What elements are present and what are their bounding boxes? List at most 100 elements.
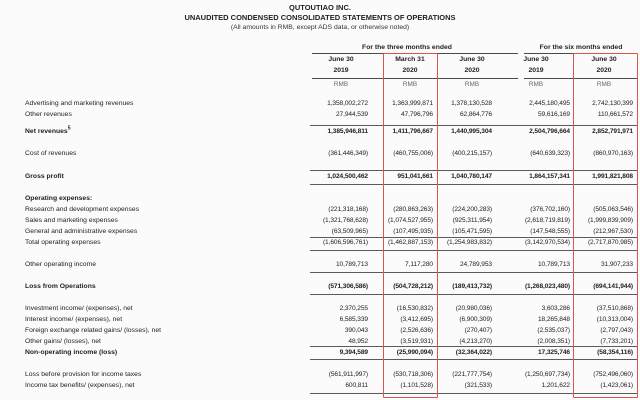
cell-value: 1,378,130,528: [451, 100, 492, 107]
cell-value: (1,606,596,761): [322, 239, 368, 246]
cell-value: (270,407): [464, 327, 492, 334]
cell-value: (376,702,160): [530, 206, 570, 213]
cell-value: 9,394,589: [339, 349, 369, 356]
cell-value: 2,445,180,495: [529, 100, 570, 107]
cell-value: 1,363,999,871: [392, 100, 433, 107]
cell-value: 1,411,796,667: [392, 128, 433, 135]
cell-value: (20,980,036): [455, 305, 492, 312]
cell-value: (1,462,887,153): [387, 239, 433, 246]
cell-value: (3,412,695): [400, 316, 433, 323]
cell-value: 1,440,995,304: [451, 128, 492, 135]
total-rule-6: [310, 294, 638, 295]
table-row: Net revenues5 1,385,946,811 1,411,796,667 1…: [0, 125, 640, 137]
cell-value: (505,063,546): [593, 206, 633, 213]
statement-title: UNAUDITED CONDENSED CONSOLIDATED STATEME…: [184, 13, 456, 22]
row-label: Loss from Operations: [25, 283, 96, 290]
cell-value: (3,142,970,534): [524, 239, 570, 246]
table-row: Loss before provision for income taxes (5…: [0, 371, 640, 380]
cell-value: 24,789,953: [459, 261, 492, 268]
company-name: QUTOUTIAO INC.: [289, 3, 351, 12]
row-label: Other revenues: [25, 111, 72, 118]
total-rule-4: [310, 250, 638, 251]
cell-value: (4,213,270): [459, 338, 492, 345]
cell-value: (221,777,754): [452, 371, 492, 378]
cell-value: 2,852,791,971: [592, 128, 633, 135]
cell-value: (212,967,530): [593, 228, 633, 235]
cell-value: (640,639,323): [530, 150, 570, 157]
cell-value: 59,616,169: [537, 111, 570, 118]
row-label: Other gains/ (losses), net: [25, 338, 101, 345]
cell-value: (7,733,201): [600, 338, 633, 345]
unit-row-overline-0: [312, 78, 518, 79]
cell-value: (63,509,965): [331, 228, 368, 235]
column-header-march-31-2020: March 31 2020: [395, 56, 425, 74]
row-label: Gross profit: [25, 173, 64, 180]
cell-value: (280,863,263): [393, 206, 433, 213]
column-header-june-30-2019: June 30 2019: [523, 56, 549, 74]
cell-value: (2,797,043): [600, 327, 633, 334]
cell-value: (1,999,839,909): [587, 217, 633, 224]
cell-value: (37,510,868): [596, 305, 633, 312]
row-label: Cost of revenues: [25, 150, 77, 157]
table-row: Interest income/ (expenses), net 6,585,33…: [0, 316, 640, 325]
table-row: Sales and marketing expenses (1,321,768,6…: [0, 217, 640, 226]
total-rule-2: [310, 184, 638, 185]
row-label: Other operating income: [25, 261, 97, 268]
table-row: Operating expenses:: [0, 195, 640, 204]
cell-value: 2,370,255: [339, 305, 369, 312]
cell-value: (321,533): [464, 382, 492, 389]
cell-value: (1,423,061): [600, 382, 633, 389]
cell-value: (504,728,212): [393, 283, 433, 290]
cell-value: (221,318,168): [328, 206, 368, 213]
cell-value: 1,040,780,147: [451, 173, 492, 180]
currency-unit-label: RMB: [333, 81, 349, 88]
row-label: Net revenues5: [25, 125, 71, 135]
column-header-june-30-2019: June 30 2019: [328, 56, 354, 74]
cell-value: (571,306,586): [328, 283, 368, 290]
cell-value: (224,200,283): [452, 206, 492, 213]
cell-value: 1,358,002,272: [327, 100, 368, 107]
row-label: Interest income/ (expenses), net: [25, 316, 123, 323]
table-row: Investment income/ (expenses), net 2,370,…: [0, 305, 640, 314]
cell-value: (16,530,832): [396, 305, 433, 312]
table-row: General and administrative expenses (63,5…: [0, 228, 640, 237]
cell-value: 110,661,572: [597, 111, 633, 118]
highlight-box-march-31-2020: [383, 53, 438, 398]
cell-value: 1,024,500,462: [327, 173, 368, 180]
row-label: Non-operating income (loss): [25, 349, 118, 356]
cell-value: (1,101,528): [400, 382, 433, 389]
total-rule-3: [310, 237, 638, 238]
total-rule-5: [310, 272, 638, 273]
table-row: Gross profit 1,024,500,462 951,041,661 1,04…: [0, 173, 640, 182]
cell-value: 27,944,539: [335, 111, 368, 118]
cell-value: (2,008,351): [537, 338, 570, 345]
currency-unit-label: RMB: [402, 81, 418, 88]
cell-value: (25,990,094): [396, 349, 433, 356]
cell-value: 62,864,776: [459, 111, 492, 118]
column-group-six-months: For the six months ended: [539, 44, 623, 51]
cell-value: (107,495,935): [393, 228, 433, 235]
row-label: Income tax benefits/ (expenses), net: [25, 382, 135, 389]
cell-value: 3,603,286: [541, 305, 571, 312]
table-row: Research and development expenses (221,31…: [0, 206, 640, 215]
cell-value: (925,311,954): [452, 217, 492, 224]
total-rule-8: [310, 359, 638, 360]
table-row: Income tax benefits/ (expenses), net 600,…: [0, 382, 640, 391]
row-label: Total operating expenses: [25, 239, 101, 246]
cell-value: 1,201,622: [541, 382, 571, 389]
cell-value: (32,364,022): [455, 349, 492, 356]
cell-value: (1,250,697,734): [524, 371, 570, 378]
cell-value: 18,265,848: [537, 316, 570, 323]
cell-value: (1,268,023,480): [524, 283, 570, 290]
cell-value: (361,446,349): [328, 150, 368, 157]
cell-value: 10,789,713: [537, 261, 570, 268]
table-row: Other gains/ (losses), net 48,952 (3,519,9…: [0, 338, 640, 347]
row-label: Sales and marketing expenses: [25, 217, 118, 224]
cell-value: 6,585,339: [339, 316, 369, 323]
cell-value: (694,141,944): [593, 283, 633, 290]
cell-value: 48,952: [348, 338, 368, 345]
cell-value: (6,900,309): [459, 316, 492, 323]
total-rule-1: [310, 170, 638, 171]
cell-value: (860,970,163): [593, 150, 633, 157]
